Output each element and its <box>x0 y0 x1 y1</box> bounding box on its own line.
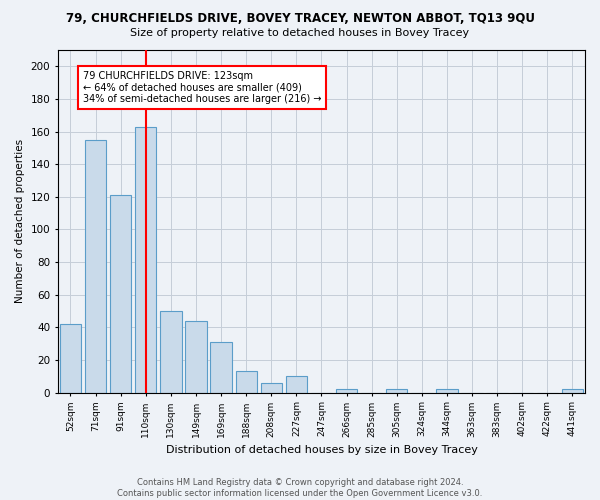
Bar <box>286 376 307 392</box>
Bar <box>562 390 583 392</box>
Text: Contains HM Land Registry data © Crown copyright and database right 2024.
Contai: Contains HM Land Registry data © Crown c… <box>118 478 482 498</box>
Bar <box>386 390 407 392</box>
Y-axis label: Number of detached properties: Number of detached properties <box>15 140 25 304</box>
Text: 79 CHURCHFIELDS DRIVE: 123sqm
← 64% of detached houses are smaller (409)
34% of : 79 CHURCHFIELDS DRIVE: 123sqm ← 64% of d… <box>83 71 322 104</box>
Bar <box>110 195 131 392</box>
Bar <box>160 311 182 392</box>
Bar <box>436 390 458 392</box>
X-axis label: Distribution of detached houses by size in Bovey Tracey: Distribution of detached houses by size … <box>166 445 478 455</box>
Text: 79, CHURCHFIELDS DRIVE, BOVEY TRACEY, NEWTON ABBOT, TQ13 9QU: 79, CHURCHFIELDS DRIVE, BOVEY TRACEY, NE… <box>65 12 535 26</box>
Bar <box>336 390 357 392</box>
Bar <box>135 126 157 392</box>
Text: Size of property relative to detached houses in Bovey Tracey: Size of property relative to detached ho… <box>130 28 470 38</box>
Bar <box>60 324 81 392</box>
Bar <box>260 383 282 392</box>
Bar <box>185 321 206 392</box>
Bar <box>85 140 106 392</box>
Bar <box>236 372 257 392</box>
Bar <box>211 342 232 392</box>
